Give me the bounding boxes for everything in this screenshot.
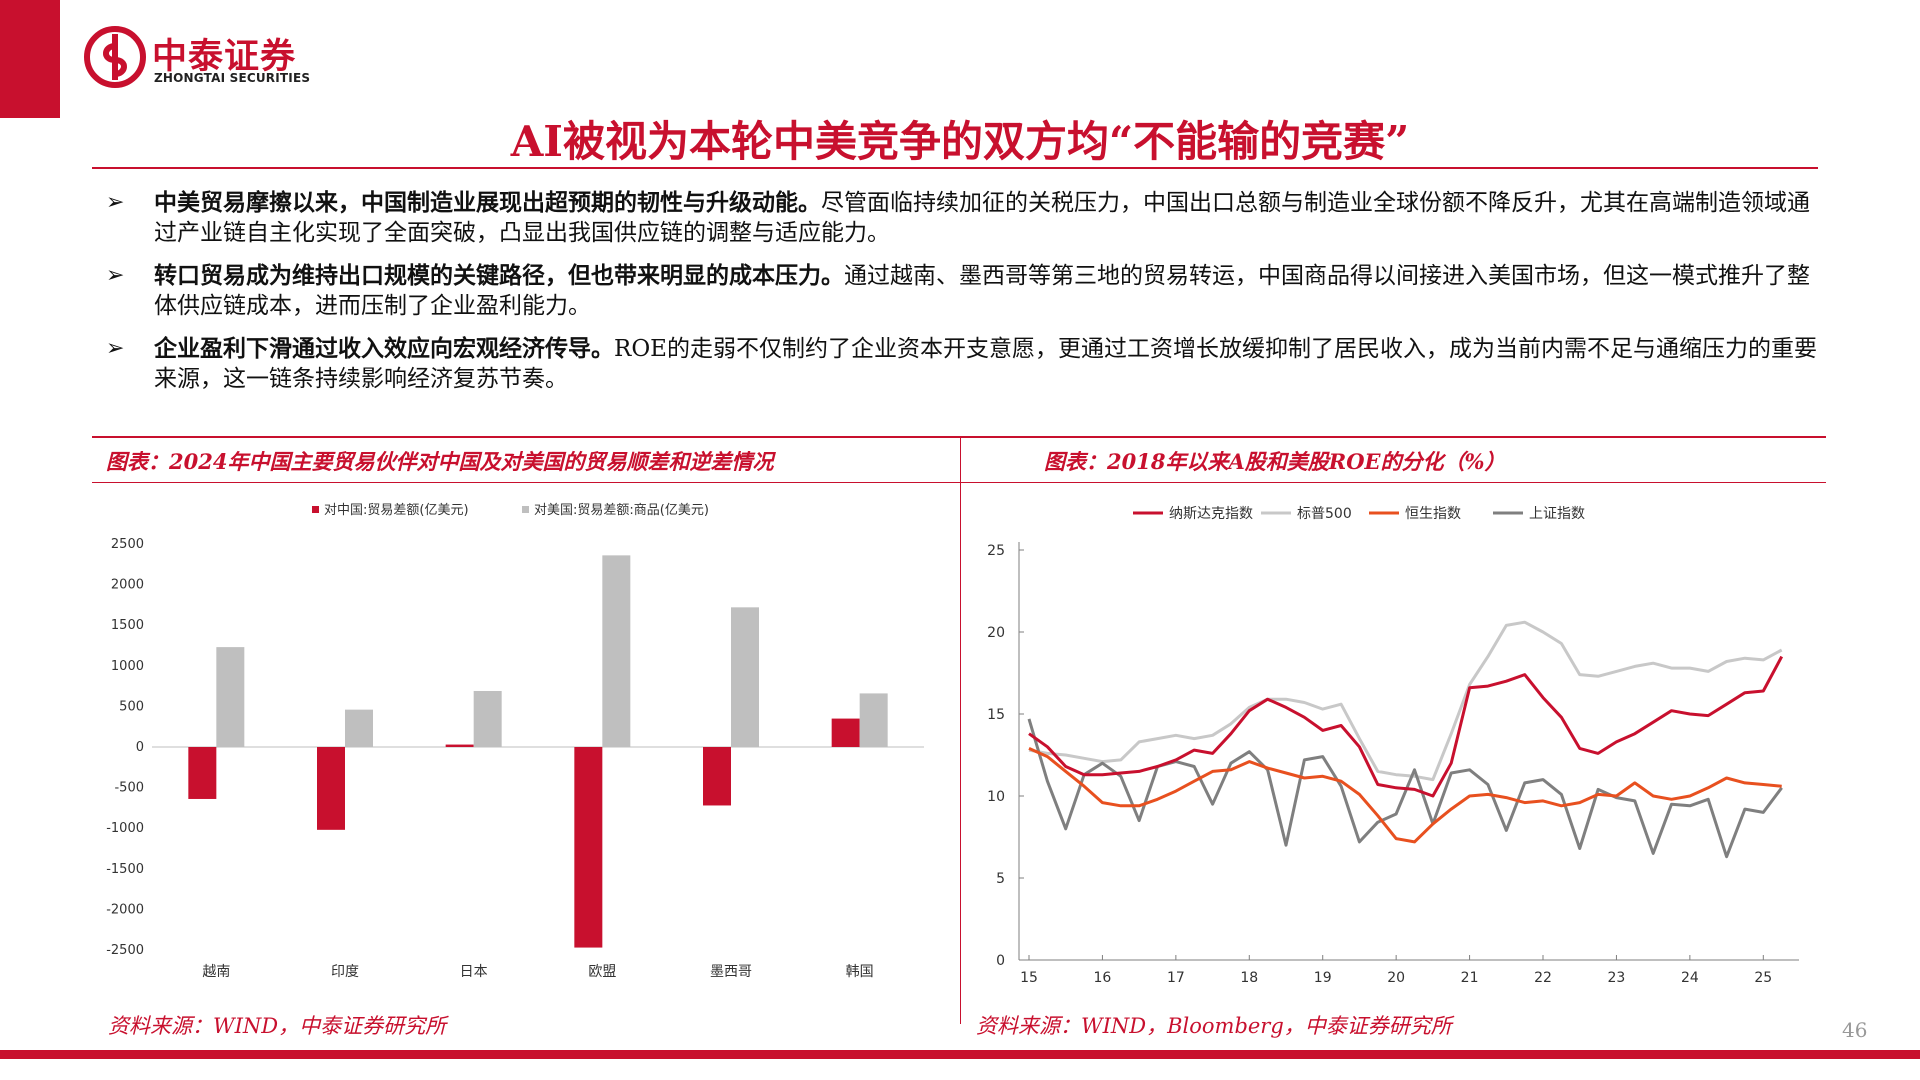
- bullet-item: ➢ 中美贸易摩擦以来，中国制造业展现出超预期的韧性与升级动能。尽管面临持续加征的关…: [106, 188, 1818, 248]
- legend-label: 恒生指数: [1405, 506, 1461, 522]
- arrow-bullet-icon: ➢: [106, 263, 125, 288]
- right-title-rule: [961, 482, 1826, 483]
- bullet-text: 尽管面临持续加征的关税压力，中国出口总额与制造业全球份额不降反升，尤其在高端制造…: [154, 190, 1810, 246]
- panel-top-rule: [92, 436, 1826, 438]
- x-tick-label: 21: [1461, 970, 1479, 986]
- y-tick-label: 2000: [111, 578, 144, 593]
- bar-vs-us: [345, 709, 373, 747]
- x-tick-label: 15: [1020, 970, 1038, 986]
- right-source-note: 资料来源：WIND，Bloomberg，中泰证券研究所: [976, 1014, 1452, 1038]
- x-tick-label: 墨西哥: [710, 964, 752, 980]
- series-line-sp500: [1028, 620, 1783, 782]
- bar-vs-us: [216, 647, 245, 747]
- bar-vs-us: [473, 690, 502, 747]
- bottom-bar: [0, 1050, 1920, 1059]
- logo-text-cn: 中泰证券: [152, 37, 297, 77]
- bar-vs-us: [602, 555, 631, 747]
- bullet-list: ➢ 中美贸易摩擦以来，中国制造业展现出超预期的韧性与升级动能。尽管面临持续加征的关…: [106, 188, 1818, 407]
- legend-swatch: [522, 506, 529, 513]
- page-number: 46: [1842, 1018, 1868, 1042]
- logo-text-en: ZHONGTAI SECURITIES: [154, 71, 311, 85]
- left-source-note: 资料来源：WIND，中泰证券研究所: [108, 1014, 447, 1038]
- legend-label: 上证指数: [1529, 506, 1585, 522]
- legend-label: 对中国:贸易差额(亿美元): [324, 503, 469, 518]
- trade-balance-bar-chart: 对中国:贸易差额(亿美元) 对美国:贸易差额:商品(亿美元) 2500 2000 150…: [106, 503, 924, 980]
- y-tick-label: 0: [996, 953, 1005, 969]
- bar-vs-us: [859, 693, 888, 747]
- arrow-bullet-icon: ➢: [106, 190, 125, 215]
- left-chart-title: 图表：2024年中国主要贸易伙伴对中国及对美国的贸易顺差和逆差情况: [106, 449, 774, 474]
- x-tick-label: 25: [1754, 970, 1772, 986]
- y-tick-label: 20: [987, 625, 1005, 641]
- bar-vs-china: [831, 718, 860, 747]
- arrow-bullet-icon: ➢: [106, 336, 125, 361]
- x-tick-label: 22: [1534, 970, 1552, 986]
- bar-vs-china: [703, 747, 731, 806]
- y-tick-label: 15: [987, 707, 1005, 723]
- bullet-item: ➢ 企业盈利下滑通过收入效应向宏观经济传导。ROE的走弱不仅制约了企业资本开支意愿…: [106, 334, 1818, 394]
- x-tick-label: 16: [1094, 970, 1112, 986]
- right-chart-panel: [960, 436, 1826, 1024]
- title-rule: [92, 167, 1818, 169]
- slide-title: AI被视为本轮中美竞争的双方均“不能输的竞赛”: [510, 117, 1410, 166]
- x-tick-label: 韩国: [846, 964, 874, 980]
- series-line-nasdaq: [1028, 655, 1784, 798]
- logo-mark-icon: [84, 26, 146, 88]
- brand-side-bar: [0, 0, 60, 118]
- bullet-bold: 企业盈利下滑通过收入效应向宏观经济传导。: [154, 335, 614, 362]
- x-tick-label: 24: [1681, 970, 1699, 986]
- company-logo: 中泰证券 ZHONGTAI SECURITIES: [84, 26, 344, 90]
- x-tick-label: 越南: [202, 964, 230, 980]
- bar-vs-china: [445, 744, 474, 747]
- legend-label: 纳斯达克指数: [1169, 506, 1253, 522]
- legend-label: 对美国:贸易差额:商品(亿美元): [534, 503, 709, 518]
- x-tick-label: 23: [1608, 970, 1626, 986]
- x-tick-label: 欧盟: [588, 964, 616, 980]
- y-tick-label: -500: [114, 781, 144, 796]
- series-line-sse: [1027, 718, 1783, 859]
- y-tick-label: 1500: [111, 618, 144, 633]
- bullet-item: ➢ 转口贸易成为维持出口规模的关键路径，但也带来明显的成本压力。通过越南、墨西哥等…: [106, 261, 1818, 321]
- y-tick-label: 5: [996, 871, 1005, 887]
- roe-line-chart: 纳斯达克指数 标普500 恒生指数 上证指数 25 20 15 10 5 0 15 16 17 18 19 2…: [987, 506, 1799, 986]
- y-tick-label: 2500: [111, 537, 144, 552]
- right-chart-title: 图表：2018年以来A股和美股ROE的分化（%）: [1044, 449, 1506, 474]
- y-tick-label: -2500: [106, 943, 144, 958]
- y-tick-label: 25: [987, 543, 1005, 559]
- legend-label: 标普500: [1297, 506, 1352, 522]
- y-tick-label: 1000: [111, 659, 144, 674]
- bullet-text: 通过越南、墨西哥等第三地的贸易转运，中国商品得以间接进入美国市场，但这一模式推升…: [154, 263, 1810, 319]
- x-tick-label: 17: [1167, 970, 1185, 986]
- bar-vs-china: [188, 747, 217, 799]
- y-tick-label: 500: [119, 699, 144, 714]
- bullet-text: ROE的走弱不仅制约了企业资本开支意愿，更通过工资增长放缓抑制了居民收入，成为当…: [154, 336, 1817, 392]
- bullet-bold: 转口贸易成为维持出口规模的关键路径，但也带来明显的成本压力。: [154, 262, 844, 289]
- left-title-rule: [92, 482, 960, 483]
- x-tick-label: 印度: [331, 964, 359, 980]
- y-tick-label: -2000: [106, 902, 144, 917]
- x-tick-label: 20: [1387, 970, 1405, 986]
- x-tick-label: 18: [1240, 970, 1258, 986]
- y-tick-label: -1000: [106, 821, 144, 836]
- legend-swatch: [312, 506, 319, 513]
- series-line-hsi: [1028, 747, 1782, 844]
- y-tick-label: -1500: [106, 862, 144, 877]
- bar-vs-china: [317, 747, 345, 830]
- y-tick-label: 0: [136, 740, 144, 755]
- x-tick-label: 19: [1314, 970, 1332, 986]
- x-tick-label: 日本: [460, 964, 488, 980]
- bar-vs-china: [574, 747, 603, 948]
- bar-vs-us: [731, 607, 759, 747]
- bullet-bold: 中美贸易摩擦以来，中国制造业展现出超预期的韧性与升级动能。: [154, 189, 821, 216]
- y-tick-label: 10: [987, 789, 1005, 805]
